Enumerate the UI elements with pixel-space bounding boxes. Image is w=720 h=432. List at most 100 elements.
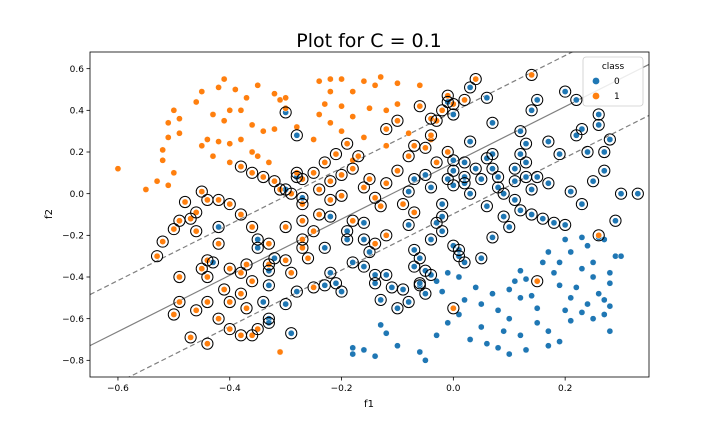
data-point-class-1 — [282, 94, 289, 102]
support-vector-ring — [402, 185, 415, 198]
support-vector-ring — [408, 172, 421, 186]
support-vector-ring — [419, 168, 432, 182]
data-point-class-0 — [505, 350, 513, 358]
data-point-class-1 — [377, 73, 385, 81]
data-point-class-0 — [528, 292, 535, 300]
data-point-class-0 — [511, 177, 519, 185]
data-point-class-1 — [293, 123, 301, 131]
data-point-class-1 — [226, 106, 234, 114]
data-point-class-0 — [360, 219, 368, 227]
support-vector-ring — [475, 172, 488, 186]
support-vector-ring — [564, 185, 577, 198]
data-point-class-0 — [349, 350, 357, 358]
data-point-class-1 — [237, 269, 245, 277]
data-point-class-1 — [243, 261, 250, 268]
support-vector-ring — [173, 295, 186, 309]
data-point-class-1 — [142, 186, 150, 193]
data-point-class-0 — [545, 327, 552, 335]
y-tick-label: 0.2 — [70, 148, 84, 158]
support-vector-ring — [408, 243, 421, 257]
data-point-class-1 — [287, 269, 295, 277]
support-vector-ring — [614, 187, 628, 200]
support-vector-ring — [441, 95, 454, 109]
data-point-class-1 — [338, 102, 345, 110]
support-vector-ring — [575, 197, 589, 211]
data-point-class-1 — [176, 115, 183, 123]
data-point-class-0 — [600, 167, 608, 175]
support-vector-ring — [436, 210, 449, 223]
support-vector-ring — [184, 331, 197, 344]
data-point-class-0 — [450, 156, 457, 164]
data-point-class-0 — [444, 319, 452, 327]
data-point-class-0 — [572, 96, 580, 104]
data-point-class-1 — [282, 104, 289, 112]
data-point-class-1 — [528, 71, 535, 79]
support-vector-ring — [508, 193, 521, 207]
legend-title: class — [602, 62, 625, 72]
data-point-class-0 — [422, 290, 429, 298]
data-point-class-0 — [517, 331, 524, 339]
data-point-class-1 — [237, 331, 245, 339]
data-point-class-1 — [187, 334, 194, 341]
data-point-class-1 — [164, 119, 172, 127]
data-point-class-0 — [589, 273, 597, 281]
support-vector-ring — [268, 175, 281, 188]
support-vector-ring — [201, 270, 214, 284]
data-point-class-1 — [209, 152, 217, 160]
data-point-class-0 — [360, 236, 368, 243]
data-point-class-1 — [170, 311, 178, 318]
data-point-class-1 — [226, 298, 234, 306]
data-point-class-0 — [349, 259, 357, 266]
data-point-class-0 — [405, 298, 412, 306]
support-vector-ring — [329, 147, 343, 161]
data-point-class-0 — [405, 188, 412, 195]
support-vector-ring — [234, 160, 248, 173]
data-point-class-1 — [327, 119, 334, 127]
support-vector-ring — [508, 175, 521, 188]
data-point-class-0 — [450, 181, 457, 189]
data-point-class-0 — [606, 327, 614, 335]
data-point-class-0 — [634, 190, 642, 198]
data-point-class-0 — [517, 294, 524, 302]
data-point-class-0 — [321, 244, 329, 252]
data-point-class-1 — [338, 127, 345, 135]
data-point-class-0 — [489, 290, 496, 298]
support-vector-ring — [514, 204, 527, 217]
support-vector-ring — [441, 89, 454, 102]
support-vector-ring — [464, 187, 477, 200]
data-point-class-0 — [483, 202, 491, 210]
data-point-class-1 — [226, 159, 234, 166]
support-vector-ring — [525, 208, 538, 221]
support-vector-ring — [413, 100, 426, 113]
support-vector-layer — [150, 68, 644, 350]
support-vector-ring — [341, 233, 354, 246]
data-point-class-1 — [215, 84, 222, 91]
data-point-class-1 — [215, 138, 222, 145]
support-vector-ring — [486, 231, 499, 244]
data-point-class-0 — [265, 281, 273, 289]
data-point-class-0 — [321, 281, 329, 289]
data-point-class-0 — [517, 206, 524, 214]
data-point-class-0 — [595, 111, 603, 118]
data-point-class-1 — [248, 148, 256, 156]
data-point-class-1 — [382, 179, 390, 187]
data-point-class-1 — [338, 192, 345, 200]
support-vector-ring — [279, 106, 292, 119]
data-point-class-0 — [371, 279, 379, 287]
support-vector-ring — [587, 175, 600, 188]
data-point-class-0 — [528, 106, 535, 114]
data-point-class-1 — [271, 177, 278, 185]
data-point-class-1 — [226, 325, 234, 333]
support-vector-ring — [391, 302, 404, 315]
data-point-class-1 — [444, 148, 452, 156]
data-point-class-0 — [578, 309, 586, 316]
support-vector-ring — [251, 241, 264, 254]
data-point-class-1 — [349, 165, 357, 173]
data-point-class-1 — [299, 200, 306, 208]
support-vector-ring — [285, 327, 298, 340]
support-vector-ring — [156, 235, 169, 248]
support-vector-ring — [218, 283, 231, 296]
support-vector-ring — [469, 72, 482, 86]
data-point-class-0 — [287, 329, 295, 337]
data-point-class-1 — [299, 217, 306, 225]
